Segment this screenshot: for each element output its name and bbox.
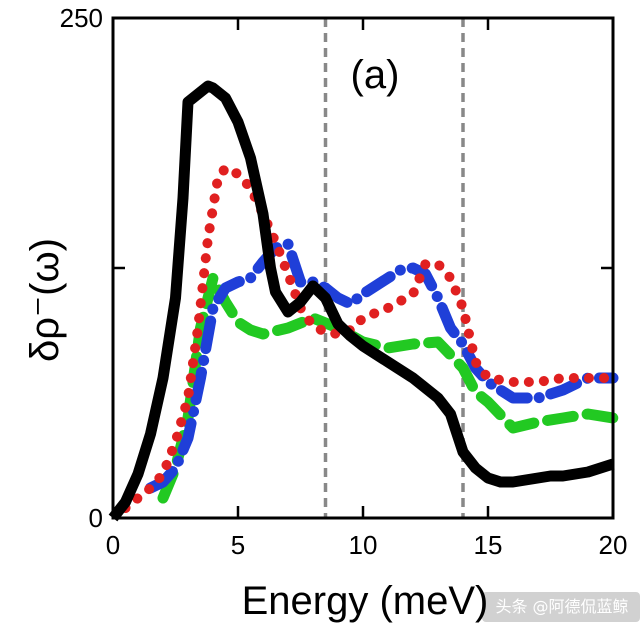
x-tick-label: 20 <box>599 530 628 560</box>
y-tick-label: 250 <box>60 3 103 33</box>
x-tick-label: 15 <box>474 530 503 560</box>
y-axis-title: δρ⁻(ω) <box>23 238 67 362</box>
tick-labels: 0 5 10 15 20 0 250 <box>60 3 628 560</box>
series-line-solid <box>108 80 615 522</box>
panel-label: (a) <box>351 53 400 97</box>
y-tick-label: 0 <box>89 503 103 533</box>
x-tick-label: 5 <box>231 530 245 560</box>
x-tick-label: 10 <box>349 530 378 560</box>
series-layer <box>108 80 619 522</box>
ticks <box>111 16 615 520</box>
x-axis-title: Energy (meV) <box>242 579 489 623</box>
watermark-background <box>482 592 640 622</box>
x-tick-label: 0 <box>106 530 120 560</box>
watermark-text: 头条 @阿德侃蓝鲸 <box>495 597 628 616</box>
series-line-dotted <box>120 163 618 513</box>
reference-lines <box>323 18 465 518</box>
